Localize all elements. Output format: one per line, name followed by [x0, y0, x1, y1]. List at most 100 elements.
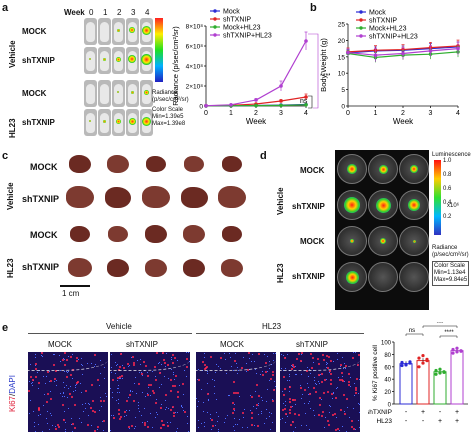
nucleus-dapi [104, 393, 106, 395]
nucleus-dapi [67, 396, 69, 398]
ki67-positive-cell [340, 408, 343, 411]
nucleus-dapi [100, 406, 102, 408]
ki67-positive-cell [338, 378, 341, 381]
nucleus-dapi [337, 386, 339, 388]
week-number: 0 [89, 8, 94, 17]
week-number: 2 [117, 8, 122, 17]
nucleus-dapi [285, 400, 287, 402]
tumor-border [110, 352, 190, 371]
bioluminescence-signal [116, 28, 120, 32]
nucleus-dapi [295, 403, 297, 405]
nucleus-dapi [336, 387, 338, 389]
nucleus-dapi [96, 429, 98, 431]
stain-ki67: Ki67 [8, 395, 17, 412]
nucleus-dapi [147, 387, 149, 389]
nucleus-dapi [262, 400, 264, 402]
nucleus-dapi [88, 414, 90, 416]
nucleus-dapi [354, 382, 356, 384]
legend-marker [359, 18, 363, 22]
tumor-photo [107, 155, 129, 173]
ki67-positive-cell [300, 387, 303, 390]
nucleus-dapi [118, 388, 120, 390]
y-tick-label: 25 [338, 22, 346, 29]
nucleus-dapi [180, 405, 182, 407]
tumor-photo [222, 226, 242, 242]
nucleus-dapi [217, 416, 219, 418]
tumor-photo [183, 225, 205, 243]
ki67-positive-cell [146, 374, 149, 377]
nucleus-dapi [111, 414, 113, 416]
mouse-image [126, 80, 139, 107]
nucleus-dapi [113, 414, 115, 416]
ki67-positive-cell [173, 414, 176, 417]
nucleus-dapi [295, 426, 297, 428]
nucleus-dapi [286, 416, 288, 418]
x-tick-label: 3 [429, 110, 433, 117]
ki67-positive-cell [153, 392, 156, 395]
tumor-photo [66, 186, 94, 209]
data-point [428, 49, 433, 53]
nucleus-dapi [332, 392, 334, 394]
nucleus-dapi [303, 403, 305, 405]
nucleus-dapi [119, 378, 121, 380]
nucleus-dapi [308, 428, 310, 430]
nucleus-dapi [49, 370, 51, 372]
nucleus-dapi [308, 387, 309, 389]
nucleus-dapi [250, 395, 252, 397]
ki67-positive-cell [261, 373, 264, 376]
nucleus-dapi [338, 376, 340, 378]
ki67-positive-cell [355, 377, 358, 380]
panel-label-b: b [310, 2, 317, 14]
nucleus-dapi [170, 368, 172, 370]
hl23-sign: + [455, 418, 459, 425]
nucleus-dapi [214, 392, 216, 394]
legend-entry: Mock+HL23 [223, 25, 261, 32]
x-tick-label: 1 [229, 110, 233, 117]
ki67-positive-cell [345, 398, 348, 401]
ki67-positive-cell [289, 401, 292, 404]
nucleus-dapi [216, 399, 218, 401]
data-point [279, 103, 283, 108]
x-axis-label: Week [246, 117, 267, 126]
e-col-mock-hl23: MOCK [220, 340, 244, 349]
ki67-positive-cell [355, 387, 357, 390]
nucleus-dapi [307, 383, 309, 385]
y-tick-label: 6×10⁸ [186, 44, 204, 51]
nucleus-dapi [350, 376, 352, 378]
nucleus-dapi [128, 397, 130, 399]
ki67-positive-cell [241, 411, 244, 414]
nucleus-dapi [146, 421, 148, 423]
nucleus-dapi [82, 403, 84, 405]
stain-separator: / [8, 393, 17, 396]
nucleus-dapi [280, 418, 282, 420]
ki67-positive-cell [348, 383, 351, 386]
ki67-positive-cell [86, 424, 89, 427]
legend-entry: Mock [223, 9, 240, 16]
ki67-positive-cell [77, 380, 80, 383]
nucleus-dapi [174, 412, 176, 414]
ki67-positive-cell [71, 396, 74, 399]
ki67-positive-cell [45, 400, 48, 403]
nucleus-dapi [207, 412, 209, 414]
nucleus-dapi [46, 411, 48, 413]
bioluminescence-signal [128, 117, 136, 125]
nucleus-dapi [272, 398, 274, 400]
nucleus-dapi [56, 380, 58, 381]
nucleus-dapi [196, 379, 198, 381]
nucleus-dapi [50, 391, 52, 393]
nucleus-dapi [324, 426, 326, 428]
nucleus-dapi [197, 420, 199, 422]
nucleus-dapi [346, 406, 348, 408]
lum-scale-tick: 1.0 [443, 158, 452, 164]
nucleus-dapi [99, 373, 101, 375]
luminescence-signal [378, 164, 388, 174]
data-point [304, 95, 308, 99]
week-number: 3 [131, 8, 136, 17]
mouse-image [84, 47, 97, 74]
data-point [442, 370, 446, 374]
nucleus-dapi [243, 408, 245, 410]
tumor-border [28, 352, 108, 371]
x-tick-label: 3 [279, 110, 283, 117]
ki67-positive-cell [49, 397, 52, 400]
nucleus-dapi [234, 404, 236, 406]
